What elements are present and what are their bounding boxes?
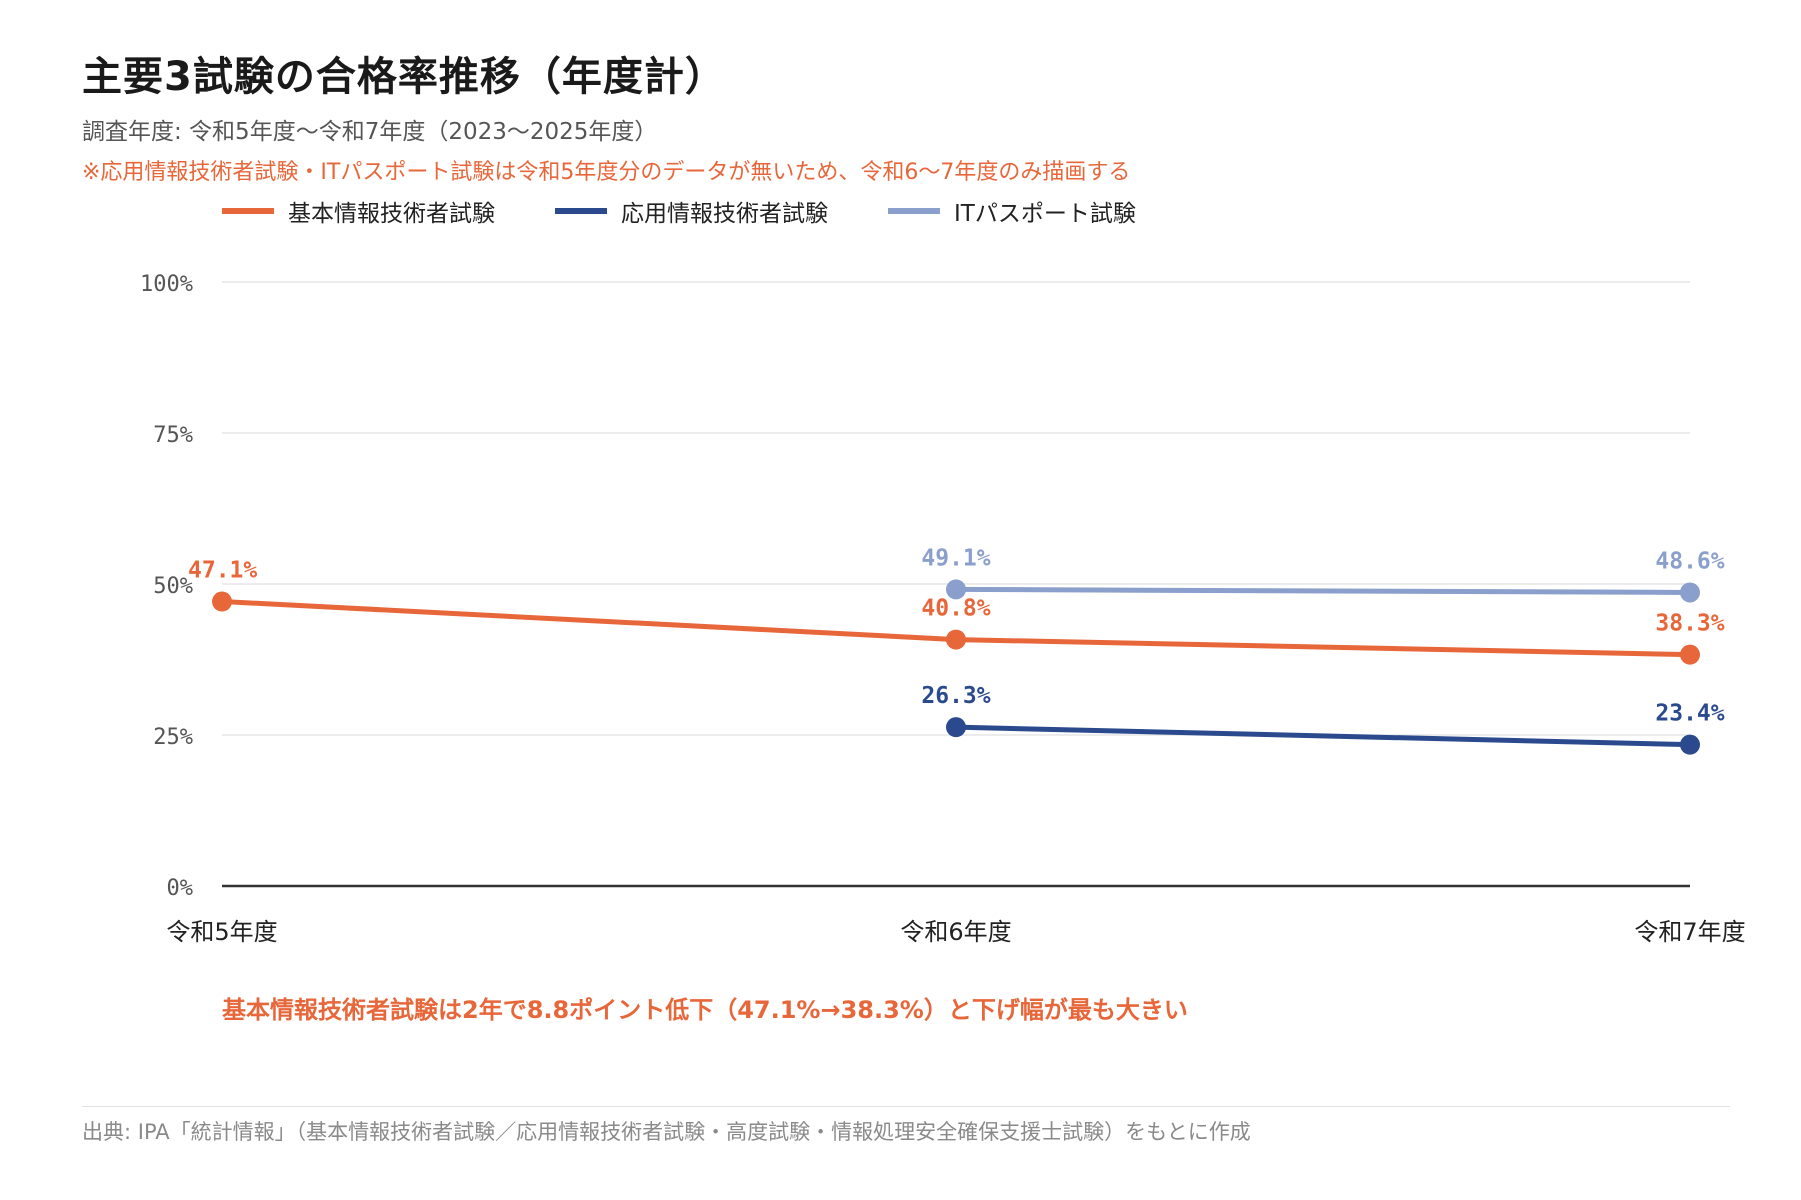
data-point [946,579,966,600]
data-label: 47.1% [188,558,257,584]
data-point [1680,734,1700,755]
data-point [946,717,966,738]
series-line-2 [953,586,1693,595]
data-label: 48.6% [1655,548,1724,574]
series-line-1 [953,724,1693,748]
legend-label-ip: ITパスポート試験 [954,201,1136,227]
insight-text: 基本情報技術者試験は2年で8.8ポイント低下（47.1%→38.3%）と下げ幅が… [222,996,1188,1024]
data-point [1680,582,1700,603]
y-tick-label: 50% [153,574,193,599]
legend-swatch-fe [222,208,274,214]
data-label: 49.1% [921,545,990,571]
data-label: 26.3% [921,683,990,709]
data-label: 38.3% [1655,611,1724,637]
source-divider [82,1106,1730,1107]
chart-note: ※応用情報技術者試験・ITパスポート試験は令和5年度分のデータが無いため、令和6… [82,160,1131,185]
chart-title: 主要3試験の合格率推移（年度計） [82,54,726,100]
legend-swatch-ip [888,208,940,214]
y-tick-label: 75% [153,423,193,448]
x-tick-label: 令和6年度 [900,918,1011,946]
chart-legend: 基本情報技術者試験 応用情報技術者試験 ITパスポート試験 [222,194,1136,228]
x-tick-label: 令和5年度 [166,918,277,946]
y-tick-label: 25% [153,725,193,750]
data-label: 23.4% [1655,701,1724,727]
data-point [946,629,966,650]
data-point [212,591,232,612]
legend-item-ip: ITパスポート試験 [888,194,1136,228]
chart-subtitle: 調査年度: 令和5年度〜令和7年度（2023〜2025年度） [82,119,658,145]
y-tick-label: 100% [140,272,193,297]
source-text: 出典: IPA「統計情報」（基本情報技術者試験／応用情報技術者試験・高度試験・情… [82,1120,1251,1144]
legend-item-fe: 基本情報技術者試験 [222,194,495,228]
y-tick-label: 0% [167,876,194,901]
data-label: 40.8% [921,596,990,622]
legend-label-ap: 応用情報技術者試験 [621,201,828,227]
legend-item-ap: 応用情報技術者試験 [555,194,828,228]
data-point [1680,644,1700,665]
x-tick-label: 令和7年度 [1634,918,1745,946]
legend-swatch-ap [555,208,607,214]
legend-label-fe: 基本情報技術者試験 [288,201,495,227]
